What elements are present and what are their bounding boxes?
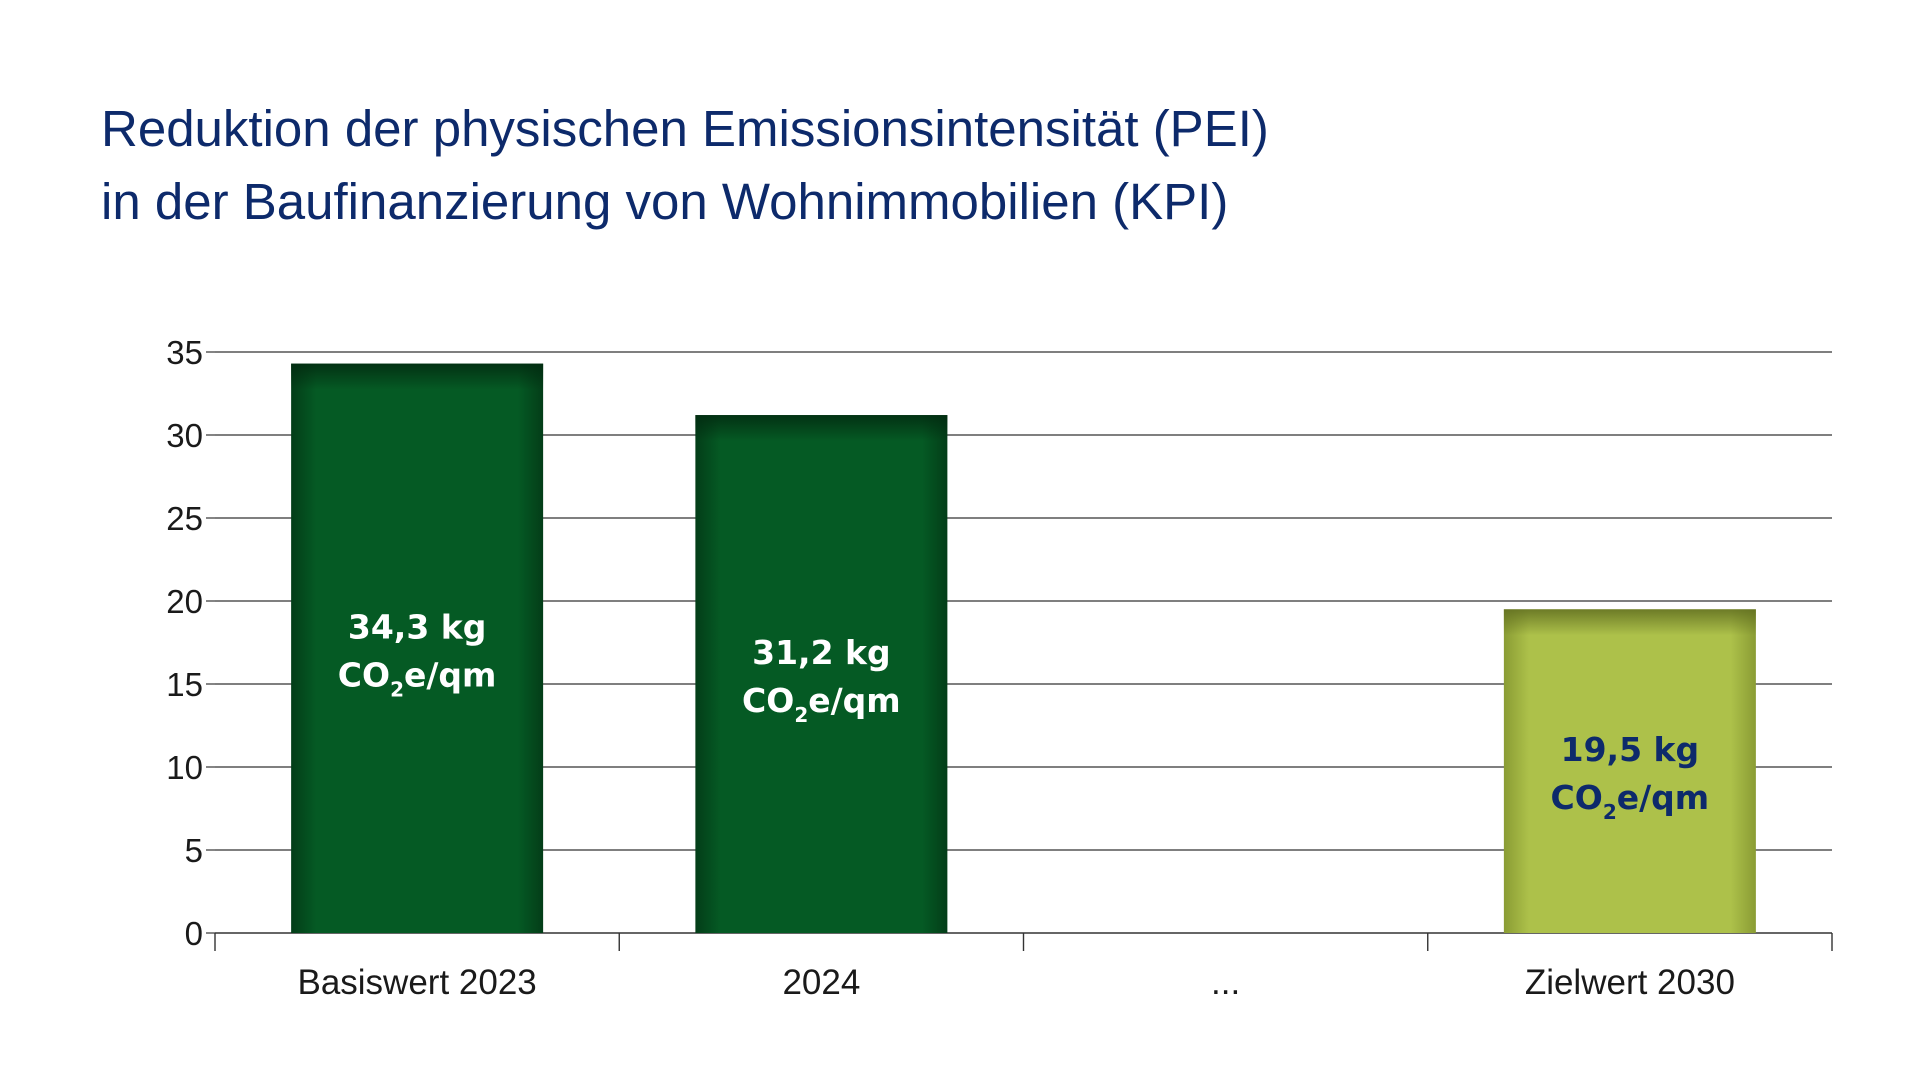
bar-body: [1503, 609, 1756, 933]
bar-body: [291, 363, 544, 933]
unit-suffix: e/qm: [808, 681, 900, 720]
unit-prefix: CO: [742, 681, 794, 720]
bar: [1503, 609, 1756, 933]
bar-top-shade: [1503, 609, 1756, 636]
bar: [291, 363, 544, 933]
chart-title: Reduktion der physischen Emissionsintens…: [101, 92, 1801, 238]
chart-title-line-1: Reduktion der physischen Emissionsintens…: [101, 100, 1269, 157]
x-tick-label: Zielwert 2030: [1525, 963, 1735, 1002]
data-label-value: 19,5 kg: [1561, 730, 1699, 769]
y-tick-label: 30: [166, 417, 203, 454]
unit-suffix: e/qm: [1617, 778, 1709, 817]
y-tick-label: 0: [185, 915, 203, 952]
y-tick-label: 15: [166, 666, 203, 703]
y-tick-label: 20: [166, 583, 203, 620]
bar-top-shade: [695, 415, 948, 442]
y-axis: 0 5 10 15 20 25 30 35: [166, 334, 215, 952]
unit-prefix: CO: [338, 655, 390, 694]
data-label-unit: CO2e/qm: [742, 681, 901, 727]
chart-title-line-2: in der Baufinanzierung von Wohnimmobilie…: [101, 173, 1229, 230]
y-tick-label: 25: [166, 500, 203, 537]
x-axis: Basiswert 2023 2024... Zielwert 2030: [214, 933, 1833, 1002]
unit-subscript: 2: [1603, 800, 1617, 824]
unit-suffix: e/qm: [404, 655, 496, 694]
bar-body: [695, 415, 948, 934]
bar-top-shade: [291, 363, 544, 390]
y-tick-label: 35: [166, 334, 203, 371]
bar: [695, 415, 948, 934]
unit-prefix: CO: [1551, 778, 1603, 817]
unit-subscript: 2: [390, 677, 404, 701]
data-label-value: 31,2 kg: [752, 633, 890, 672]
unit-subscript: 2: [794, 703, 808, 727]
y-tick-label: 10: [166, 749, 203, 786]
x-tick-label: Basiswert 2023: [297, 963, 536, 1002]
data-label-value: 34,3 kg: [348, 607, 486, 646]
data-label-unit: CO2e/qm: [1551, 778, 1710, 824]
x-tick-label: ...: [1211, 963, 1240, 1002]
y-tick-label: 5: [185, 832, 203, 869]
x-tick-label: 2024: [782, 963, 860, 1002]
bars: [291, 363, 1756, 934]
data-label-unit: CO2e/qm: [338, 655, 497, 701]
